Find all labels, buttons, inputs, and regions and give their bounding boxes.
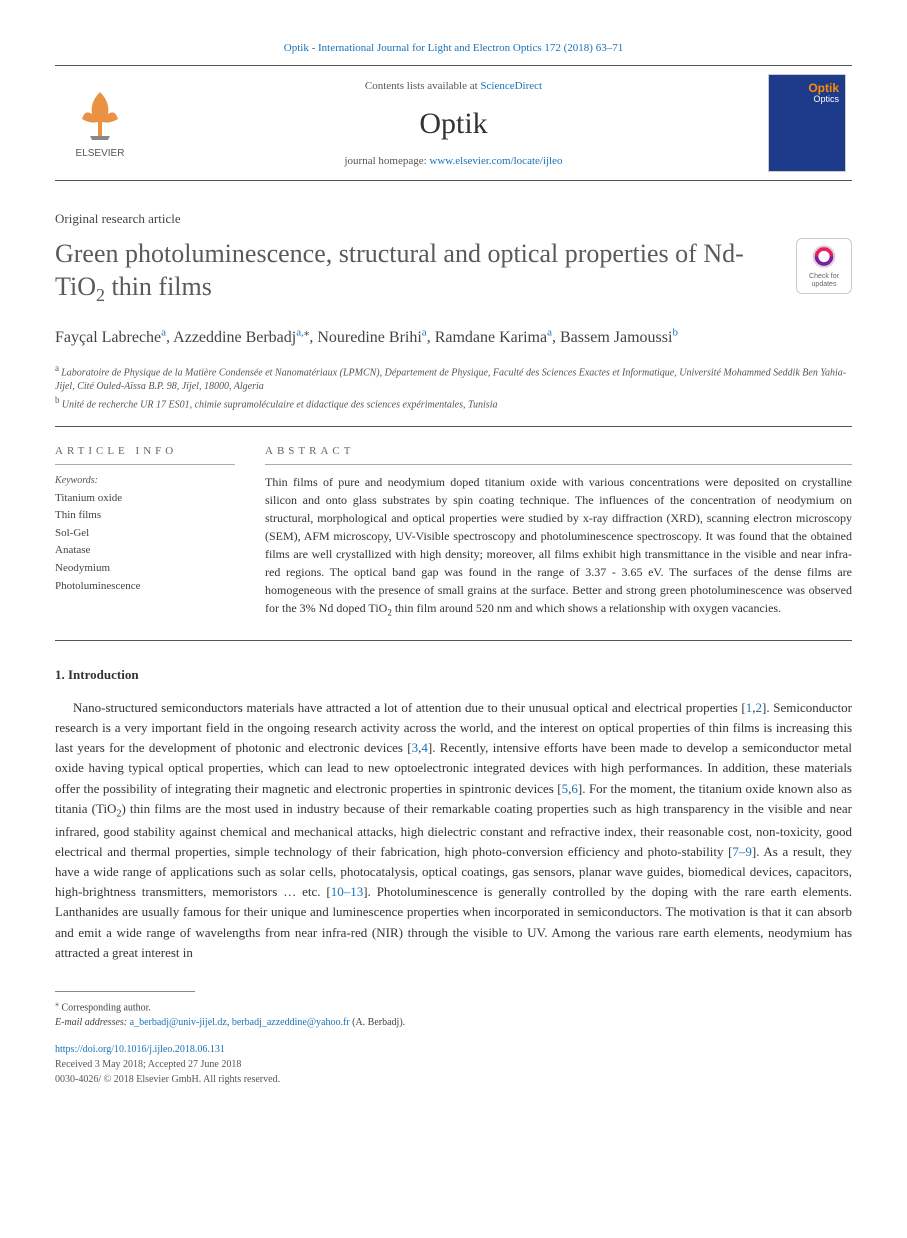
citation-link[interactable]: 4: [421, 740, 428, 755]
citation-link[interactable]: 3: [412, 740, 419, 755]
article-footer: https://doi.org/10.1016/j.ijleo.2018.06.…: [55, 1042, 852, 1087]
author-email-link[interactable]: berbadj_azzeddine@yahoo.fr: [232, 1017, 350, 1028]
keyword: Thin films: [55, 507, 235, 525]
author-affiliation-marker: a: [547, 326, 552, 338]
keywords-list: Titanium oxideThin filmsSol-GelAnataseNe…: [55, 490, 235, 596]
keyword: Anatase: [55, 542, 235, 560]
email-addresses-label: E-mail addresses:: [55, 1017, 127, 1028]
check-updates-label: Check for updates: [797, 273, 851, 288]
publisher-logo-text: ELSEVIER: [76, 146, 125, 161]
footnote-separator: [55, 991, 195, 992]
corresponding-author-label: Corresponding author.: [62, 1002, 151, 1013]
article-title: Green photoluminescence, structural and …: [55, 238, 782, 306]
journal-header: ELSEVIER Contents lists available at Sci…: [55, 65, 852, 181]
keyword: Titanium oxide: [55, 490, 235, 508]
publisher-logo: ELSEVIER: [55, 66, 145, 180]
affiliation: b Unité de recherche UR 17 ES01, chimie …: [55, 394, 852, 412]
citation-link[interactable]: 1: [746, 700, 753, 715]
sciencedirect-link[interactable]: ScienceDirect: [480, 80, 542, 92]
author: Bassem Jamoussib: [560, 329, 678, 346]
article-type: Original research article: [55, 209, 852, 229]
abstract-label: ABSTRACT: [265, 443, 852, 465]
cover-subtitle: Optics: [813, 93, 839, 107]
keywords-label: Keywords:: [55, 473, 235, 488]
journal-citation: Optik - International Journal for Light …: [55, 40, 852, 57]
corresponding-author-marker: ⁎: [304, 326, 310, 338]
introduction-body: Nano-structured semiconductors materials…: [55, 698, 852, 963]
author: Azzeddine Berbadja,⁎: [173, 329, 309, 346]
footnotes: ⁎ Corresponding author. E-mail addresses…: [55, 998, 852, 1030]
citation-link[interactable]: 2: [756, 700, 763, 715]
author-affiliation-marker: a: [422, 326, 427, 338]
contents-lists-line: Contents lists available at ScienceDirec…: [145, 78, 762, 95]
author-affiliation-marker: a,: [296, 326, 304, 338]
elsevier-tree-icon: [70, 84, 130, 144]
keyword: Sol-Gel: [55, 525, 235, 543]
citation-link[interactable]: 5: [562, 781, 569, 796]
article-info-label: ARTICLE INFO: [55, 443, 235, 465]
author-affiliation-marker: b: [672, 326, 678, 338]
author: Fayçal Labrechea: [55, 329, 166, 346]
journal-cover-thumbnail: Optik Optics: [762, 66, 852, 180]
author-affiliation-marker: a: [161, 326, 166, 338]
affiliations: a Laboratoire de Physique de la Matière …: [55, 362, 852, 428]
affiliation: a Laboratoire de Physique de la Matière …: [55, 362, 852, 394]
received-accepted-dates: Received 3 May 2018; Accepted 27 June 20…: [55, 1057, 852, 1072]
author: Nouredine Brihia: [317, 329, 426, 346]
journal-homepage-line: journal homepage: www.elsevier.com/locat…: [145, 153, 762, 170]
check-for-updates-badge[interactable]: Check for updates: [796, 238, 852, 294]
doi-link[interactable]: https://doi.org/10.1016/j.ijleo.2018.06.…: [55, 1044, 225, 1055]
keyword: Neodymium: [55, 560, 235, 578]
journal-name: Optik: [145, 101, 762, 146]
email-author-name: (A. Berbadj).: [352, 1017, 405, 1028]
author-email-link[interactable]: a_berbadj@univ-jijel.dz: [130, 1017, 227, 1028]
introduction-heading: 1. Introduction: [55, 665, 852, 685]
citation-link[interactable]: 6: [571, 781, 578, 796]
abstract-text: Thin films of pure and neodymium doped t…: [265, 473, 852, 620]
keyword: Photoluminescence: [55, 578, 235, 596]
issn-copyright: 0030-4026/ © 2018 Elsevier GmbH. All rig…: [55, 1072, 852, 1087]
citation-link[interactable]: 10–13: [331, 884, 364, 899]
journal-homepage-link[interactable]: www.elsevier.com/locate/ijleo: [429, 155, 562, 167]
citation-link[interactable]: 7–9: [732, 844, 752, 859]
authors-list: Fayçal Labrechea, Azzeddine Berbadja,⁎, …: [55, 324, 852, 349]
author: Ramdane Karimaa: [435, 329, 552, 346]
check-updates-icon: [809, 243, 839, 273]
